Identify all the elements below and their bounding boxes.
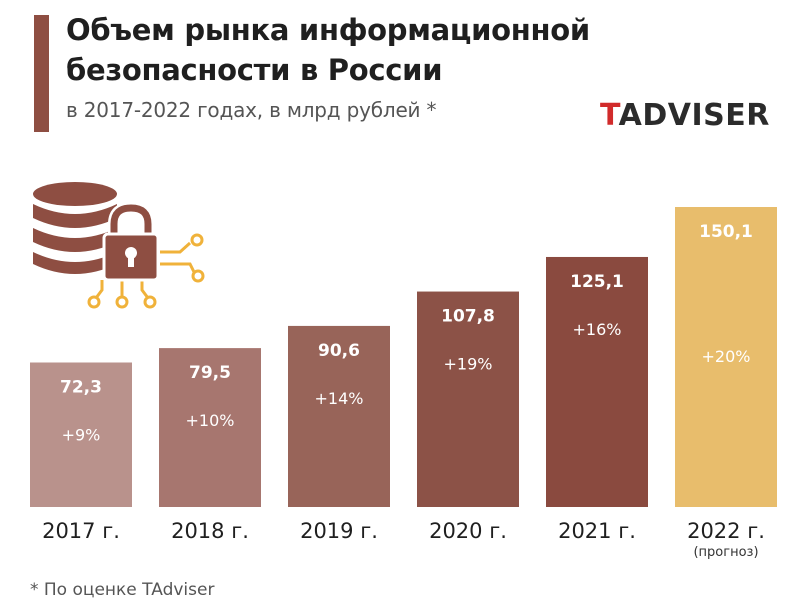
x-tick-label: 2021 г. xyxy=(558,519,636,543)
bar-value-label: 90,6 xyxy=(318,341,360,361)
bar-5 xyxy=(546,256,648,507)
tadviser-logo: TADVISER xyxy=(600,98,770,133)
chart-title: Объем рынка информационной безопасности … xyxy=(66,13,590,87)
bar-growth-label: +19% xyxy=(444,355,493,374)
bar-value-label: 125,1 xyxy=(570,272,624,292)
bar-2 xyxy=(159,348,261,507)
bar-growth-label: +10% xyxy=(186,411,235,430)
logo-rest: ADVISER xyxy=(618,98,770,133)
bar-growth-label: +14% xyxy=(315,389,364,408)
x-tick-label: 2019 г. xyxy=(300,519,378,543)
database-lock-icon xyxy=(33,182,205,309)
x-tick-note: (прогноз) xyxy=(693,545,758,560)
bar-value-label: 150,1 xyxy=(699,222,753,242)
bar-1 xyxy=(30,362,132,507)
bar-value-label: 72,3 xyxy=(60,377,102,397)
x-tick-label: 2020 г. xyxy=(429,519,507,543)
bar-growth-label: +9% xyxy=(62,425,101,444)
bar-4 xyxy=(417,291,519,507)
bar-value-label: 79,5 xyxy=(189,363,231,383)
chart-subtitle: в 2017-2022 годах, в млрд рублей * xyxy=(66,98,437,122)
bar-growth-label: +16% xyxy=(573,320,622,339)
accent-bar xyxy=(34,15,49,132)
x-tick-label: 2018 г. xyxy=(171,519,249,543)
bar-6 xyxy=(675,207,777,507)
bar-growth-label: +20% xyxy=(702,347,751,366)
bar-value-label: 107,8 xyxy=(441,307,495,327)
logo-prefix: T xyxy=(600,98,619,133)
x-tick-label: 2022 г. xyxy=(687,519,765,543)
x-tick-label: 2017 г. xyxy=(42,519,120,543)
footnote: * По оценке TAdviser xyxy=(30,580,215,600)
bar-3 xyxy=(288,325,390,507)
